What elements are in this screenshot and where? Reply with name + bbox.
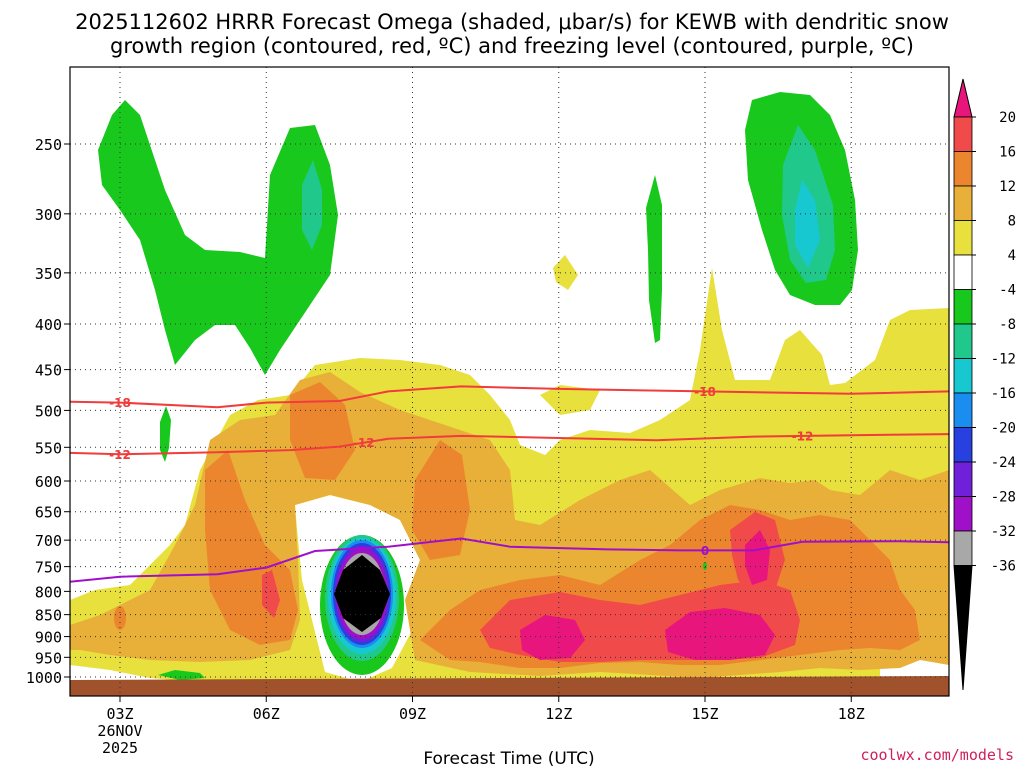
x-axis-title: Forecast Time (UTC) [423, 749, 594, 768]
y-tick-label: 600 [35, 473, 62, 491]
colorbar-label: 20 [999, 110, 1016, 126]
isotherm-minus12-line [70, 433, 949, 456]
omega-region-neg16-right [795, 180, 820, 268]
y-tick-label: 300 [35, 206, 62, 224]
omega-region-20-c [745, 530, 770, 585]
colorbar-label: -20 [991, 421, 1016, 437]
omega-region-neg8-small [160, 406, 171, 462]
colorbar-band [953, 392, 973, 428]
isotherm-label: -18 [694, 385, 716, 399]
omega-region-neg8-left [98, 100, 338, 375]
colorbar-band [953, 496, 973, 532]
y-tick-label: 400 [35, 316, 62, 334]
colorbar-arrow-top [953, 78, 973, 118]
omega-region-neg12-left [302, 160, 322, 250]
colorbar-label: -32 [991, 524, 1016, 540]
omega-region-20-a [520, 615, 585, 660]
isotherm-label: -12 [353, 436, 375, 450]
y-axis: 250 300 350 400 450 500 550 600 650 700 750 800 850 9… [26, 136, 70, 687]
y-tick-label: 750 [35, 559, 62, 577]
omega-region-12-upper [290, 382, 355, 480]
colorbar-band [953, 220, 973, 256]
colorbar-band [953, 461, 973, 497]
colorbar-band [953, 427, 973, 463]
colorbar-band [953, 323, 973, 359]
y-tick-label: 550 [35, 439, 62, 457]
isotherm-label: -18 [109, 396, 131, 410]
colorbar-label: -8 [999, 317, 1016, 333]
y-tick-label: 800 [35, 583, 62, 601]
terrain-ground [70, 676, 949, 696]
omega-region-20-b [665, 608, 775, 660]
colorbar-arrow-bottom [953, 565, 973, 691]
y-tick-label: 500 [35, 402, 62, 420]
y-tick-label: 700 [35, 532, 62, 550]
colorbar-band [953, 254, 973, 290]
x-tick-label: 06Z [253, 705, 280, 723]
colorbar-band [953, 151, 973, 187]
y-tick-label: 900 [35, 629, 62, 647]
isotherm-minus18-line [70, 385, 949, 409]
omega-region-4-small2 [540, 385, 600, 415]
x-tick-label: 03Z [106, 705, 133, 723]
omega-region-12-mid [412, 440, 470, 560]
isotherm-label: -12 [792, 429, 814, 443]
omega-region-neg8-bottom [158, 670, 205, 680]
y-tick-label: 350 [35, 265, 62, 283]
colorbar-band [953, 530, 973, 566]
omega-bullseye [320, 535, 404, 675]
colorbar-label: 4 [1008, 248, 1016, 264]
chart-title-line2: growth region (contoured, red, ºC) and f… [110, 34, 914, 58]
isotherm-label: 0 [701, 544, 709, 558]
colorbar: 20 16 12 8 4 -4 -8 -12 -16 -20 -24 -28 -32 -36 [953, 78, 1016, 691]
colorbar-band [953, 185, 973, 221]
y-tick-label: 950 [35, 649, 62, 667]
y-tick-label: 250 [35, 136, 62, 154]
x-tick-date: 26NOV [97, 722, 142, 740]
colorbar-label: -28 [991, 490, 1016, 506]
y-tick-label: 650 [35, 504, 62, 522]
colorbar-label: -16 [991, 386, 1016, 402]
x-tick-year: 2025 [102, 739, 138, 757]
colorbar-label: -12 [991, 352, 1016, 368]
isotherm-label: -12 [109, 448, 131, 462]
plot-area: -18 -18 -12 -12 -12 0 [70, 67, 949, 696]
colorbar-label: -36 [991, 559, 1016, 575]
omega-fill-20 [520, 530, 775, 660]
x-tick-label: 15Z [691, 705, 718, 723]
bullseye-core-black [334, 555, 390, 632]
x-tick-label: 12Z [545, 705, 572, 723]
y-tick-label: 850 [35, 607, 62, 625]
y-tick-label: 1000 [26, 669, 62, 687]
colorbar-label: -24 [991, 455, 1016, 471]
x-tick-label: 18Z [838, 705, 865, 723]
colorbar-label: -4 [999, 283, 1016, 299]
colorbar-label: 16 [999, 145, 1016, 161]
chart-title-line1: 2025112602 HRRR Forecast Omega (shaded, … [75, 10, 949, 34]
contour-lines: -18 -18 -12 -12 -12 0 [70, 385, 949, 583]
colorbar-band [953, 116, 973, 152]
colorbar-band [953, 289, 973, 325]
plot-frame [69, 66, 950, 697]
x-tick-label: 09Z [399, 705, 426, 723]
omega-dot-green [703, 562, 707, 570]
colorbar-band [953, 358, 973, 394]
credit-text: coolwx.com/models [860, 746, 1014, 764]
y-tick-label: 450 [35, 362, 62, 380]
isotherm-0-line [70, 537, 949, 583]
omega-fill-negative [98, 92, 858, 680]
colorbar-label: 12 [999, 179, 1016, 195]
colorbar-label: 8 [1008, 214, 1016, 230]
omega-region-neg8-thin [646, 175, 662, 343]
